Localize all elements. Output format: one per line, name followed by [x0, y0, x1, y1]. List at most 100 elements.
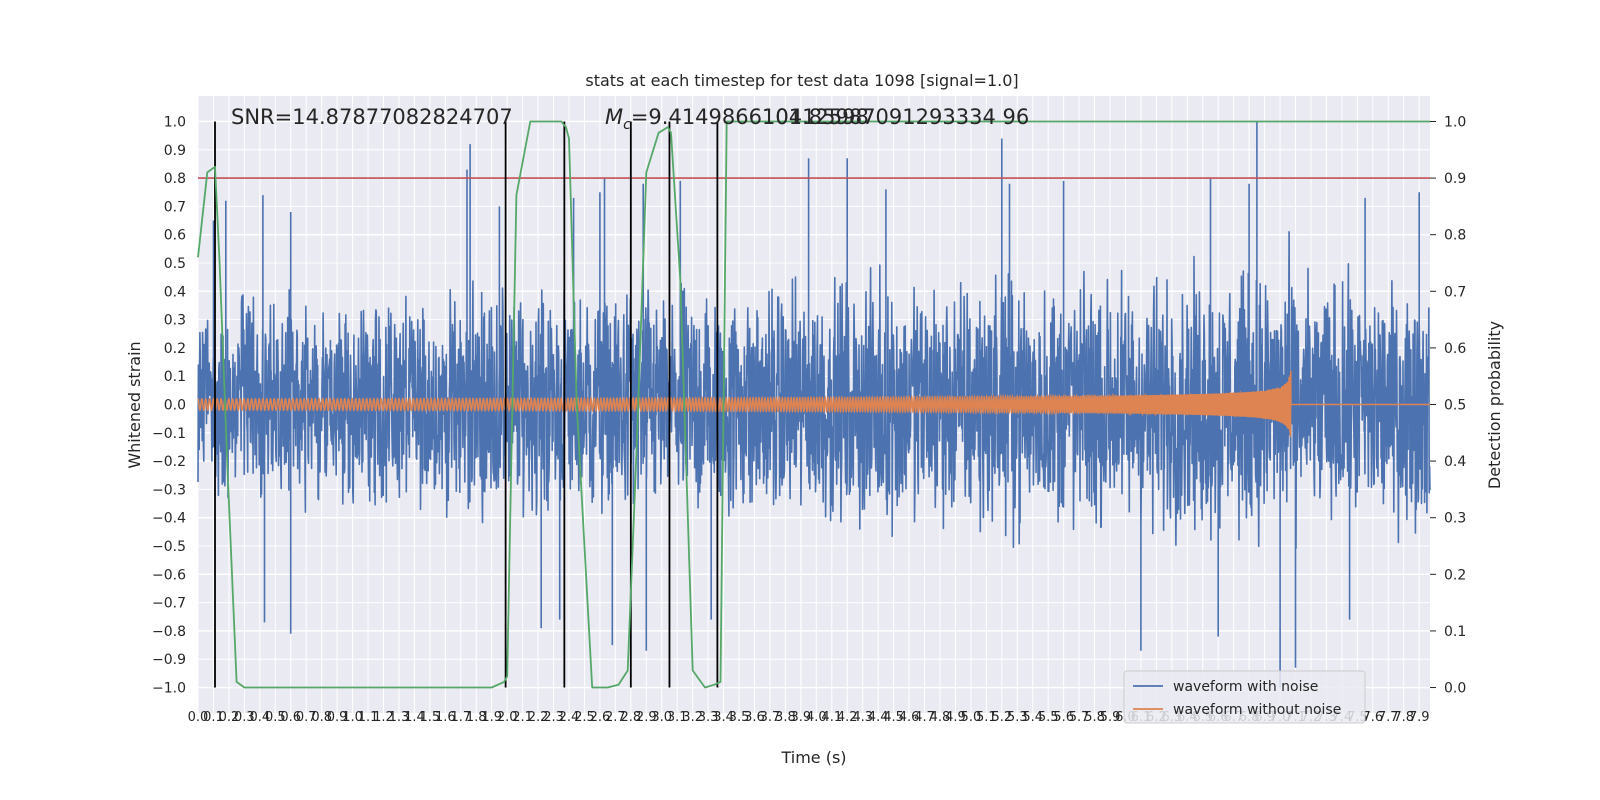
legend-box [1123, 670, 1366, 724]
x-tick-label: 1.2 [373, 710, 394, 725]
x-tick-label: 5.2 [991, 710, 1012, 725]
y-tick-label: 0.1 [164, 369, 186, 385]
x-tick-label: 3.0 [651, 710, 672, 725]
x-tick-label: 4.1 [821, 710, 842, 725]
x-tick-label: 0.2 [219, 710, 240, 725]
y2-tick-label: 1.0 [1444, 114, 1466, 130]
x-tick-label: 4.9 [945, 710, 966, 725]
detection-probability-series [197, 120, 1430, 689]
x-tick-label: 2.5 [574, 710, 595, 725]
x-tick-label: 2.0 [497, 710, 518, 725]
x-tick-label: 7.7 [1378, 710, 1399, 725]
x-tick-label: 5.4 [1022, 710, 1043, 725]
x-tick-label: 0.3 [234, 710, 255, 725]
x-tick-label: 3.3 [698, 710, 719, 725]
y-tick-label: 0.2 [164, 341, 186, 357]
mc-overlap-annotation: 101.85987091293334 96 [762, 105, 1029, 129]
x-tick-label: 2.8 [620, 710, 641, 725]
y2-tick-label: 0.7 [1444, 284, 1466, 300]
x-axis-label: Time (s) [780, 748, 846, 767]
x-tick-label: 3.5 [729, 710, 750, 725]
detection-probability-line [197, 120, 1430, 689]
y2-tick-label: 0.1 [1444, 624, 1466, 640]
y-tick-label: −0.9 [152, 652, 186, 668]
x-tick-label: 1.9 [481, 710, 502, 725]
y-tick-label: 0.0 [164, 398, 186, 414]
x-tick-label: 4.7 [914, 710, 935, 725]
x-tick-label: 2.7 [605, 710, 626, 725]
x-tick-label: 5.6 [1053, 710, 1074, 725]
y2-tick-label: 0.3 [1444, 511, 1466, 527]
x-tick-label: 7.9 [1409, 710, 1430, 725]
chart-title: stats at each timestep for test data 109… [585, 71, 1018, 90]
y-tick-label: 0.9 [164, 143, 186, 159]
x-tick-label: 4.2 [837, 710, 858, 725]
x-tick-label: 0.5 [265, 710, 286, 725]
y-tick-label: 0.8 [164, 171, 186, 187]
x-tick-label: 2.9 [636, 710, 657, 725]
y-tick-label: 0.6 [164, 228, 186, 244]
y2-tick-label: 0.9 [1444, 171, 1466, 187]
x-tick-label: 3.9 [791, 710, 812, 725]
x-tick-label: 1.7 [450, 710, 471, 725]
y2-tick-label: 0.2 [1444, 567, 1466, 583]
x-tick-label: 1.5 [420, 710, 441, 725]
y-tick-label: 0.5 [164, 256, 186, 272]
y-axis-label: Whitened strain [125, 341, 144, 468]
x-tick-label: 3.4 [713, 710, 734, 725]
x-tick-label: 4.3 [852, 710, 873, 725]
y2-axis-ticks: 0.0 0.1 0.2 0.3 0.4 0.5 0.6 0.7 0.8 0.9 1.0 [1430, 114, 1466, 697]
y2-axis-label: Detection probability [1485, 321, 1504, 489]
y-axis-ticks: −1.0 −0.9 −0.8 −0.7 −0.6 −0.5 −0.4 −0.3 −0.2 −0.1… [152, 114, 186, 696]
x-tick-label: 5.3 [1007, 710, 1028, 725]
x-tick-label: 4.4 [868, 710, 889, 725]
x-tick-label: 3.7 [760, 710, 781, 725]
y-tick-label: −1.0 [152, 681, 186, 697]
x-tick-label: 4.8 [930, 710, 951, 725]
x-tick-label: 5.7 [1069, 710, 1090, 725]
x-tick-label: 1.0 [342, 710, 363, 725]
mc-annotation: Mc=9.414986610412598 [605, 105, 869, 133]
waveform-without-noise-line [197, 370, 1430, 438]
x-tick-label: 5.9 [1100, 710, 1121, 725]
x-tick-label: 0.4 [249, 710, 270, 725]
x-tick-label: 4.6 [899, 710, 920, 725]
y2-tick-label: 0.6 [1444, 341, 1466, 357]
legend-entry-label: waveform without noise [1173, 702, 1341, 718]
y-tick-label: −0.8 [152, 624, 186, 640]
x-tick-label: 1.3 [389, 710, 410, 725]
x-tick-label: 0.7 [296, 710, 317, 725]
y-tick-label: −0.6 [152, 567, 186, 583]
x-tick-label: 2.2 [528, 710, 549, 725]
x-tick-label: 0.0 [188, 710, 209, 725]
y-tick-label: −0.4 [152, 511, 186, 527]
x-tick-label: 2.6 [590, 710, 611, 725]
legend-entry-label: waveform with noise [1173, 679, 1318, 695]
x-tick-label: 3.2 [682, 710, 703, 725]
x-tick-label: 5.1 [976, 710, 997, 725]
x-tick-label: 7.6 [1362, 710, 1383, 725]
x-tick-label: 3.6 [744, 710, 765, 725]
y-tick-label: −0.5 [152, 539, 186, 555]
x-tick-label: 5.5 [1038, 710, 1059, 725]
x-tick-label: 2.3 [543, 710, 564, 725]
x-tick-label: 0.8 [311, 710, 332, 725]
y-tick-label: −0.2 [152, 454, 186, 470]
x-tick-label: 4.0 [806, 710, 827, 725]
waveform-without-noise-series [197, 370, 1430, 438]
x-tick-label: 5.8 [1084, 710, 1105, 725]
y2-tick-label: 0.5 [1444, 398, 1466, 414]
x-tick-label: 1.6 [435, 710, 456, 725]
x-tick-label: 1.8 [466, 710, 487, 725]
snr-annotation: SNR=14.87877082824707 [231, 105, 513, 129]
legend: waveform with noise waveform without nois… [1123, 670, 1366, 724]
x-tick-label: 4.5 [883, 710, 904, 725]
x-tick-label: 3.8 [775, 710, 796, 725]
x-tick-label: 0.9 [327, 710, 348, 725]
x-tick-label: 0.1 [203, 710, 224, 725]
y-tick-label: 0.4 [164, 284, 186, 300]
x-tick-label: 0.6 [280, 710, 301, 725]
y-tick-label: −0.1 [152, 426, 186, 442]
x-tick-label: 2.4 [559, 710, 580, 725]
